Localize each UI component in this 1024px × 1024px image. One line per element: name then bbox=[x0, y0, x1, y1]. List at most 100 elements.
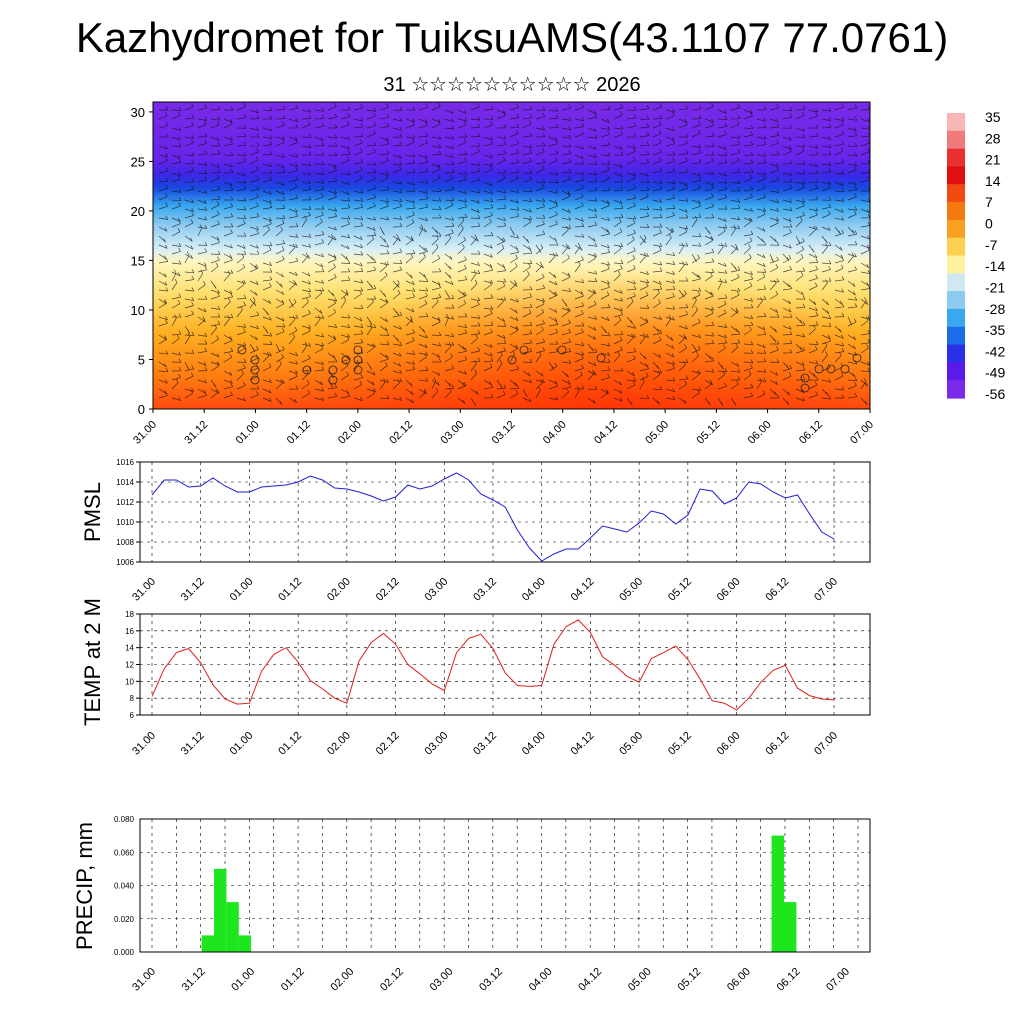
wind-barb-flag bbox=[177, 228, 181, 232]
wind-barb-flag bbox=[801, 147, 805, 152]
wind-barb-flag bbox=[789, 206, 793, 211]
wind-barb bbox=[535, 181, 546, 183]
wind-barb bbox=[639, 380, 645, 390]
wind-barb-flag bbox=[711, 248, 715, 253]
wind-barb-flag bbox=[333, 299, 336, 304]
wind-barb bbox=[847, 196, 857, 201]
wind-barb bbox=[587, 292, 595, 300]
wind-barb bbox=[197, 307, 207, 313]
wind-barb-flag bbox=[711, 306, 715, 311]
wind-barb bbox=[769, 126, 779, 129]
wind-barb-flag bbox=[412, 329, 416, 334]
wind-barb bbox=[561, 118, 571, 121]
wind-barb bbox=[327, 334, 337, 340]
wind-barb bbox=[275, 379, 285, 384]
wind-barb bbox=[431, 379, 440, 386]
wind-barb-flag bbox=[607, 283, 610, 288]
pmsl-xtick-label-11: 05.12 bbox=[666, 576, 694, 604]
wind-barb bbox=[405, 316, 414, 323]
wind-barb-flag bbox=[711, 151, 715, 156]
wind-barb bbox=[457, 247, 465, 255]
wind-barb-flag bbox=[867, 244, 870, 249]
wind-barb-flag bbox=[763, 285, 767, 290]
wind-barb-flag bbox=[360, 374, 364, 378]
xsec-ytick-label-6: 30 bbox=[131, 105, 145, 120]
precip-xtick-label-11: 05.12 bbox=[675, 966, 703, 994]
colorbar-swatch-12 bbox=[947, 326, 965, 346]
wind-barb-flag bbox=[659, 329, 663, 334]
wind-barb-flag bbox=[464, 347, 468, 352]
wind-barb bbox=[262, 379, 272, 383]
wind-barb bbox=[847, 385, 857, 390]
wind-barb-flag bbox=[373, 112, 376, 117]
wind-barb bbox=[483, 379, 492, 386]
wind-barb-flag bbox=[646, 333, 649, 338]
wind-barb-flag bbox=[178, 220, 181, 224]
xsec-xtick-label-0: 31.00 bbox=[131, 419, 159, 447]
wind-barb-flag bbox=[490, 204, 494, 208]
wind-barb bbox=[626, 239, 635, 246]
wind-barb-flag bbox=[178, 247, 181, 252]
wind-barb bbox=[730, 207, 741, 210]
wind-barb bbox=[717, 172, 727, 177]
wind-barb-flag bbox=[269, 115, 273, 120]
wind-barb bbox=[626, 187, 636, 192]
wind-barb-flag bbox=[386, 140, 390, 144]
wind-barb-flag bbox=[399, 325, 402, 330]
calm-circle-1 bbox=[250, 355, 260, 365]
wind-barb-flag bbox=[607, 261, 611, 266]
wind-barb bbox=[275, 217, 286, 219]
wind-barb-flag bbox=[191, 114, 195, 119]
wind-barb bbox=[327, 235, 337, 241]
wind-barb bbox=[327, 387, 337, 390]
wind-barb bbox=[405, 181, 415, 186]
wind-barb-flag bbox=[788, 300, 791, 304]
wind-barb-flag bbox=[619, 173, 623, 177]
wind-barb bbox=[691, 334, 701, 339]
wind-barb bbox=[691, 132, 701, 138]
wind-barb bbox=[483, 313, 493, 318]
wind-barb bbox=[860, 199, 870, 203]
wind-barb-flag bbox=[462, 399, 466, 404]
wind-barb bbox=[600, 280, 610, 285]
wind-barb bbox=[717, 134, 727, 138]
wind-barb-flag bbox=[776, 346, 779, 351]
wind-barb-flag bbox=[425, 158, 429, 163]
wind-barb bbox=[301, 289, 311, 293]
wind-barb-flag bbox=[593, 254, 596, 259]
wind-barb-flag bbox=[605, 389, 609, 393]
wind-barb bbox=[158, 302, 167, 309]
wind-barb-flag bbox=[827, 226, 831, 231]
wind-barb bbox=[717, 118, 728, 121]
wind-barb-flag bbox=[385, 156, 389, 161]
wind-barb-flag bbox=[646, 186, 650, 191]
wind-barb bbox=[847, 306, 857, 309]
wind-barb bbox=[301, 163, 311, 167]
wind-barb bbox=[288, 336, 296, 345]
wind-barb-flag bbox=[735, 246, 739, 251]
wind-barb bbox=[535, 233, 545, 237]
wind-barb-flag bbox=[593, 110, 597, 114]
wind-barb-flag bbox=[490, 321, 494, 326]
wind-barb-flag bbox=[657, 289, 660, 293]
wind-barb-flag bbox=[620, 178, 624, 183]
wind-barb bbox=[314, 318, 321, 327]
wind-barb bbox=[574, 331, 584, 336]
wind-barb bbox=[197, 361, 207, 366]
wind-barb-flag bbox=[542, 113, 546, 117]
wind-barb-flag bbox=[473, 402, 477, 406]
wind-barb-flag bbox=[514, 280, 517, 284]
wind-barb bbox=[379, 365, 388, 372]
wind-barb bbox=[834, 217, 844, 221]
wind-barb bbox=[470, 350, 480, 354]
wind-barb-flag bbox=[607, 166, 610, 170]
wind-barb-flag bbox=[256, 385, 260, 390]
wind-barb bbox=[379, 126, 389, 129]
wind-barb-flag bbox=[256, 148, 259, 153]
wind-barb-flag bbox=[269, 332, 273, 337]
wind-barb bbox=[717, 312, 727, 318]
wind-barb-flag bbox=[490, 231, 494, 236]
wind-barb-flag bbox=[281, 317, 285, 322]
wind-barb-flag bbox=[477, 250, 481, 255]
wind-barb-flag bbox=[581, 233, 585, 238]
